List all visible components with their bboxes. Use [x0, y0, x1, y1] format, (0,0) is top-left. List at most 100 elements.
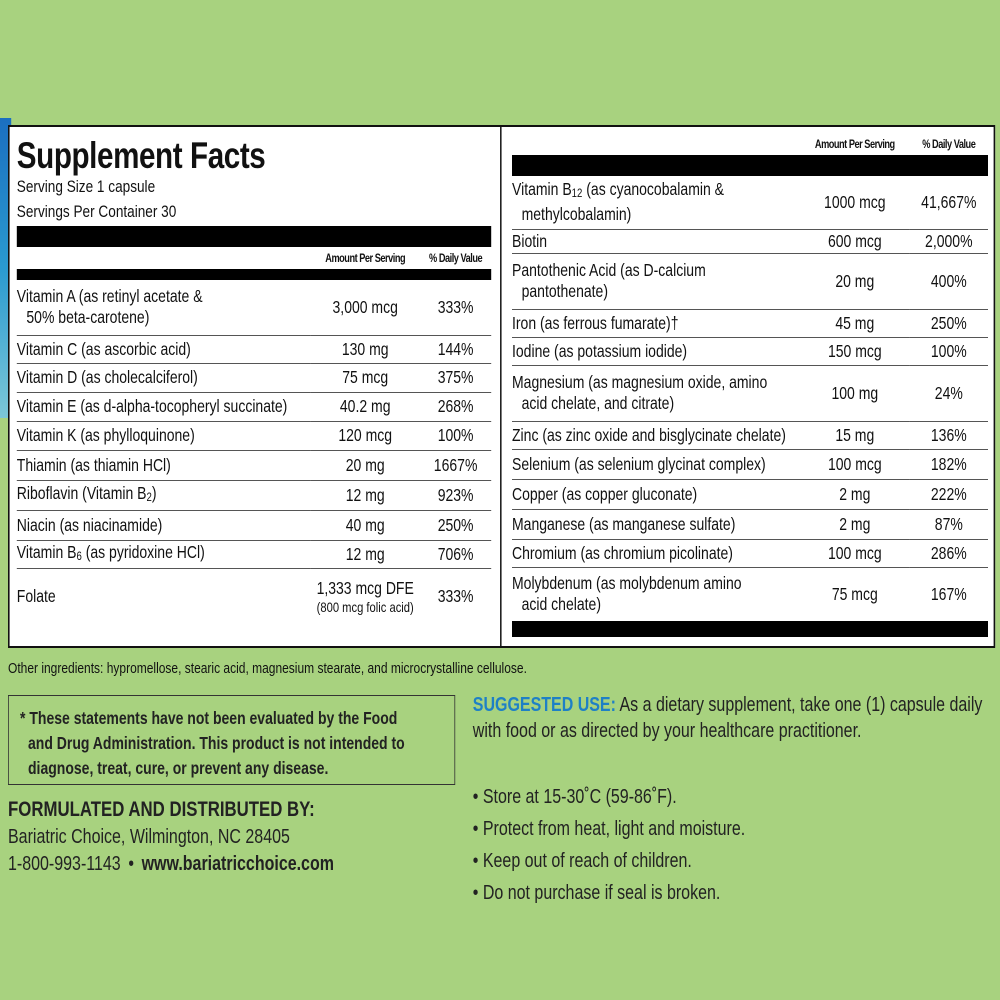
name-text: Iron (as ferrous fumarate)†	[512, 312, 679, 333]
storage-item: • Protect from heat, light and moisture.	[472, 818, 746, 840]
name-text: Vitamin B	[16, 541, 77, 562]
nutrient-row: Vitamin A (as retinyl acetate & 50% beta-…	[16, 280, 492, 336]
amount-per-serving: 100 mg	[800, 365, 910, 422]
amount-text: 75 mcg	[831, 583, 878, 604]
amount-per-serving: 1,333 mcg DFE (800 mcg folic acid)	[310, 568, 420, 625]
disclaimer-line: * These statements have not been evaluat…	[20, 708, 398, 728]
amount-text: 130 mg	[341, 338, 389, 359]
name-text: Riboflavin (Vitamin B	[16, 482, 147, 503]
daily-value: 268%	[420, 392, 492, 422]
daily-value: 182%	[909, 449, 988, 480]
amount-text: 100 mg	[831, 382, 879, 403]
name-text: Magnesium (as magnesium oxide, amino	[512, 372, 768, 392]
nutrient-row: Biotin 600 mcg 2,000%	[512, 229, 988, 254]
name-text: (as cyanocobalamin &	[582, 179, 724, 200]
nutrient-name: Pantothenic Acid (as D-calcium pantothena…	[512, 253, 800, 310]
amount-text: 3,000 mcg	[332, 296, 398, 317]
amount-per-serving: 2 mg	[800, 479, 910, 510]
thick-bar	[512, 621, 988, 637]
name-text: Thiamin (as thiamin HCl)	[16, 454, 171, 475]
name-text: Vitamin E (as d-alpha-tocopheryl succina…	[16, 396, 288, 416]
amount-per-serving: 3,000 mcg	[310, 280, 420, 336]
nutrient-name: Iodine (as potassium iodide)	[512, 337, 800, 366]
other-ingredients: Other ingredients: hypromellose, stearic…	[8, 660, 527, 677]
amount-per-serving: 12 mg	[310, 480, 420, 511]
daily-value: 87%	[909, 509, 988, 540]
nutrient-table-left: Vitamin A (as retinyl acetate & 50% beta-…	[16, 280, 492, 625]
daily-value: 41,667%	[909, 176, 988, 230]
nutrient-row: Vitamin E (as d-alpha-tocopheryl succina…	[16, 392, 492, 422]
nutrient-row: Vitamin C (as ascorbic acid) 130 mg 144%	[16, 335, 492, 364]
nutrient-row: Selenium (as selenium glycinat complex) 1…	[512, 449, 988, 480]
nutrient-name: Vitamin B6 (as pyridoxine HCl)	[16, 540, 311, 569]
nutrient-name: Vitamin E (as d-alpha-tocopheryl succina…	[16, 392, 311, 422]
distributor-heading: FORMULATED AND DISTRIBUTED BY:	[8, 798, 315, 821]
name-text: Zinc (as zinc oxide and bisglycinate che…	[512, 424, 786, 445]
serving-size: Serving Size 1 capsule	[16, 177, 156, 196]
panel-title: Supplement Facts	[16, 135, 266, 176]
disclaimer-line: diagnose, treat, cure, or prevent any di…	[28, 758, 329, 778]
supplement-facts-panel: Supplement Facts Serving Size 1 capsule …	[8, 125, 996, 648]
daily-value: 706%	[420, 540, 492, 569]
storage-item: • Store at 15-30˚C (59-86˚F).	[472, 786, 677, 808]
amount-text: 150 mcg	[827, 340, 882, 361]
amount-per-serving: 12 mg	[310, 540, 420, 569]
amount-per-serving: 100 mcg	[800, 449, 910, 480]
daily-value: 100%	[420, 421, 492, 451]
website-link[interactable]: www.bariatricchoice.com	[141, 853, 334, 875]
amount-text: 15 mg	[835, 424, 875, 445]
amount-text: 1,333 mcg DFE	[316, 578, 414, 599]
nutrient-name: Selenium (as selenium glycinat complex)	[512, 449, 800, 480]
amount-text: 120 mcg	[338, 425, 393, 445]
nutrient-row: Vitamin B6 (as pyridoxine HCl) 12 mg 706%	[16, 540, 492, 569]
amount-per-serving: 75 mcg	[310, 363, 420, 393]
nutrient-name: Vitamin K (as phylloquinone)	[16, 421, 311, 451]
nutrient-name: Riboflavin (Vitamin B2)	[16, 480, 311, 511]
nutrient-name: Vitamin A (as retinyl acetate & 50% beta-…	[16, 280, 311, 336]
nutrient-name: Biotin	[512, 229, 800, 254]
daily-value: 1667%	[420, 450, 492, 481]
nutrient-row: Copper (as copper gluconate) 2 mg 222%	[512, 479, 988, 510]
nutrient-row: Pantothenic Acid (as D-calcium pantothena…	[512, 253, 988, 310]
nutrient-name: Thiamin (as thiamin HCl)	[16, 450, 311, 481]
name-text-continued: 50% beta-carotene)	[26, 307, 150, 328]
separator-bullet: •	[128, 853, 134, 875]
nutrient-row: Zinc (as zinc oxide and bisglycinate che…	[512, 421, 988, 450]
nutrient-row: Vitamin K (as phylloquinone) 120 mcg 100%	[16, 421, 492, 451]
col-amount-header-right: Amount Per Serving	[814, 139, 895, 151]
amount-text: 12 mg	[345, 543, 385, 564]
amount-text: 2 mg	[839, 483, 871, 504]
servings-per-container: Servings Per Container 30	[16, 202, 177, 221]
nutrient-row: Iron (as ferrous fumarate)† 45 mg 250%	[512, 309, 988, 338]
daily-value: 167%	[930, 583, 967, 604]
amount-text: 100 mcg	[827, 542, 882, 563]
amount-per-serving: 15 mg	[800, 421, 910, 450]
thick-bar	[16, 226, 492, 247]
col-dv-header: % Daily Value	[429, 253, 483, 265]
thick-bar	[512, 155, 988, 176]
distributor-address: Bariatric Choice, Wilmington, NC 28405	[8, 826, 290, 848]
nutrient-row: Molybdenum (as molybdenum amino acid chel…	[512, 567, 988, 621]
col-dv-header-right: % Daily Value	[922, 139, 976, 151]
nutrient-table-right: Vitamin B12 (as cyanocobalamin & methylco…	[512, 176, 988, 621]
nutrient-name: Magnesium (as magnesium oxide, amino acid…	[512, 365, 800, 422]
name-text: Niacin (as niacinamide)	[16, 514, 163, 535]
amount-text: 2 mg	[839, 513, 871, 534]
amount-per-serving: 20 mg	[310, 450, 420, 481]
amount-per-serving: 100 mcg	[800, 539, 910, 568]
amount-text: 1000 mcg	[824, 191, 886, 212]
name-text: Vitamin K (as phylloquinone)	[16, 425, 195, 445]
column-divider	[500, 127, 502, 646]
name-text: Pantothenic Acid (as D-calcium	[512, 260, 706, 280]
amount-per-serving: 130 mg	[310, 335, 420, 364]
decorative-strip	[0, 118, 12, 418]
nutrient-name: Copper (as copper gluconate)	[512, 479, 800, 510]
name-text: )	[151, 482, 157, 503]
name-text: Chromium (as chromium picolinate)	[512, 542, 733, 563]
nutrient-name: Manganese (as manganese sulfate)	[512, 509, 800, 540]
amount-per-serving: 20 mg	[800, 253, 910, 310]
nutrient-row: Chromium (as chromium picolinate) 100 mcg…	[512, 539, 988, 568]
amount-text: 75 mcg	[342, 367, 389, 387]
amount-per-serving: 150 mcg	[800, 337, 910, 366]
storage-item: • Do not purchase if seal is broken.	[472, 882, 721, 904]
